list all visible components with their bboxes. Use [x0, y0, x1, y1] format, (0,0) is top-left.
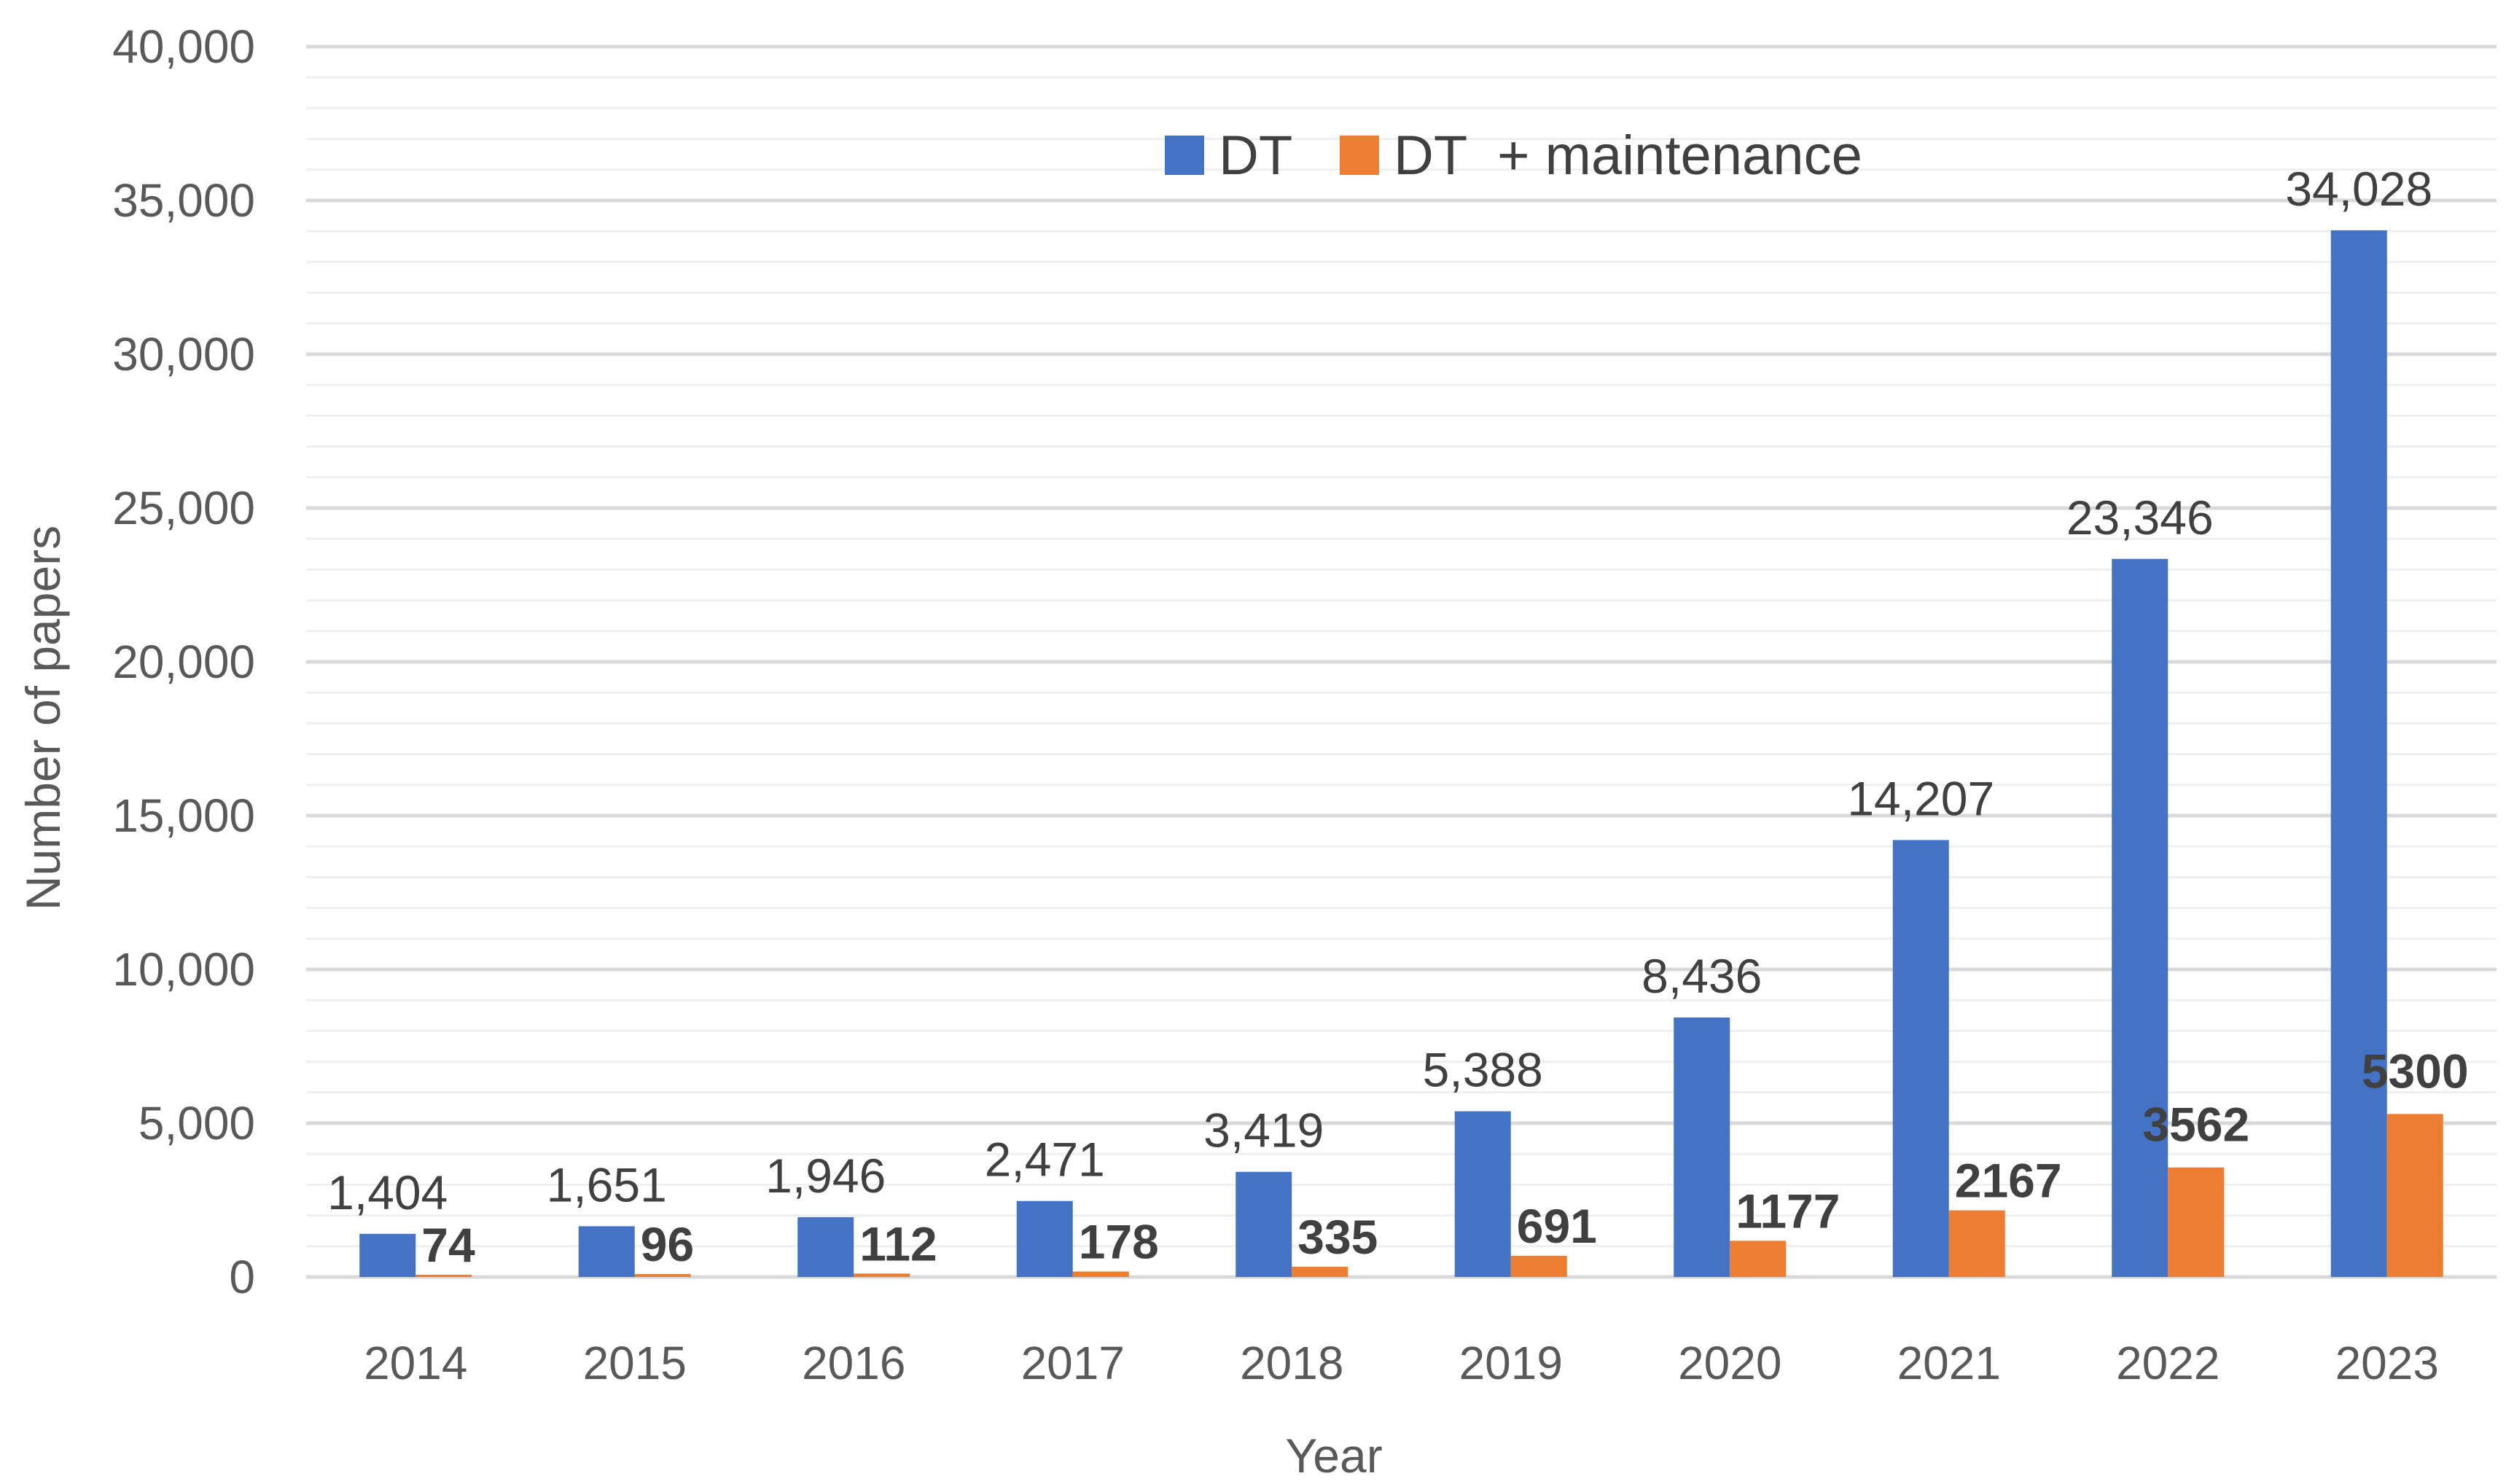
bar-dt — [578, 1226, 635, 1277]
x-axis-title: Year — [1285, 1429, 1382, 1483]
x-tick-label: 2023 — [2335, 1337, 2439, 1389]
data-label-dt-maintenance: 5300 — [2362, 1044, 2469, 1098]
y-tick-label: 25,000 — [112, 482, 255, 534]
bar-dt-maintenance — [634, 1273, 691, 1277]
bar-dt-maintenance — [1292, 1266, 1348, 1277]
data-label-dt: 1,946 — [765, 1149, 886, 1203]
bar-dt-maintenance — [2168, 1167, 2225, 1277]
data-label-dt: 2,471 — [985, 1133, 1105, 1187]
bar-dt-maintenance — [1072, 1271, 1129, 1277]
bar-dt-maintenance — [1730, 1241, 1787, 1277]
bar-dt — [1235, 1171, 1292, 1277]
data-label-dt: 1,651 — [547, 1157, 667, 1211]
bar-dt-maintenance — [415, 1274, 472, 1277]
data-label-dt-maintenance: 74 — [421, 1218, 475, 1272]
bar-dt-maintenance — [1510, 1255, 1567, 1277]
y-axis-title: Number of papers — [16, 526, 70, 910]
data-label-dt: 5,388 — [1423, 1043, 1543, 1097]
legend-label-dt-maintenance: DT + maintenance — [1394, 125, 1862, 187]
bar-dt — [2112, 558, 2168, 1277]
bar-dt — [797, 1217, 854, 1277]
bar-dt-maintenance — [2386, 1114, 2443, 1277]
y-tick-label: 0 — [229, 1251, 255, 1303]
y-axis-ticks: 0 5,000 10,000 15,000 20,000 25,000 30,000 35,0… — [112, 20, 255, 1303]
bar-dt — [1892, 840, 1949, 1277]
x-tick-label: 2014 — [364, 1337, 467, 1389]
y-tick-label: 40,000 — [112, 20, 255, 73]
x-tick-label: 2017 — [1021, 1337, 1125, 1389]
y-tick-label: 35,000 — [112, 174, 255, 227]
bar-dt — [359, 1233, 416, 1277]
bar-dt — [2330, 230, 2387, 1277]
x-tick-label: 2016 — [802, 1337, 905, 1389]
data-label-dt: 1,404 — [327, 1165, 448, 1219]
data-label-dt: 8,436 — [1641, 949, 1762, 1003]
data-label-dt-maintenance: 2167 — [1955, 1154, 2062, 1208]
bar-dt — [1674, 1018, 1730, 1277]
bar-dt-maintenance — [854, 1273, 910, 1277]
data-label-dt: 23,346 — [2066, 491, 2214, 544]
bar-dt-maintenance — [1948, 1210, 2005, 1277]
x-tick-label: 2019 — [1459, 1337, 1563, 1389]
x-axis-ticks: 2014 2015 2016 2017 2018 2019 2020 2021 2022 2023 — [364, 1337, 2439, 1389]
x-tick-label: 2021 — [1897, 1337, 2001, 1389]
y-tick-label: 5,000 — [138, 1097, 255, 1149]
bar-dt — [1016, 1200, 1073, 1277]
legend-label-dt: DT — [1219, 125, 1292, 187]
data-label-dt-maintenance: 3562 — [2142, 1098, 2249, 1152]
data-label-dt: 14,207 — [1847, 771, 1994, 825]
y-tick-label: 20,000 — [112, 636, 255, 688]
legend: DT DT + maintenance — [1165, 125, 1862, 187]
x-tick-label: 2015 — [583, 1337, 687, 1389]
data-label-dt-maintenance: 96 — [641, 1217, 694, 1271]
data-label-dt-maintenance: 112 — [859, 1217, 937, 1270]
legend-swatch-dt — [1165, 136, 1204, 175]
data-label-dt-maintenance: 178 — [1079, 1214, 1159, 1268]
bar-dt — [1454, 1111, 1511, 1277]
legend-swatch-dt-maintenance — [1340, 136, 1379, 175]
y-tick-label: 15,000 — [112, 789, 255, 842]
data-label-dt: 3,419 — [1203, 1104, 1324, 1157]
bars — [359, 230, 2443, 1277]
y-tick-label: 30,000 — [112, 328, 255, 380]
y-tick-label: 10,000 — [112, 943, 255, 996]
data-label-dt-maintenance: 1177 — [1736, 1184, 1840, 1238]
data-label-dt-maintenance: 691 — [1517, 1199, 1597, 1253]
x-tick-label: 2020 — [1678, 1337, 1781, 1389]
x-tick-label: 2022 — [2116, 1337, 2220, 1389]
data-label-dt-maintenance: 335 — [1297, 1210, 1378, 1264]
data-label-dt: 34,028 — [2285, 162, 2432, 216]
x-tick-label: 2018 — [1240, 1337, 1343, 1389]
